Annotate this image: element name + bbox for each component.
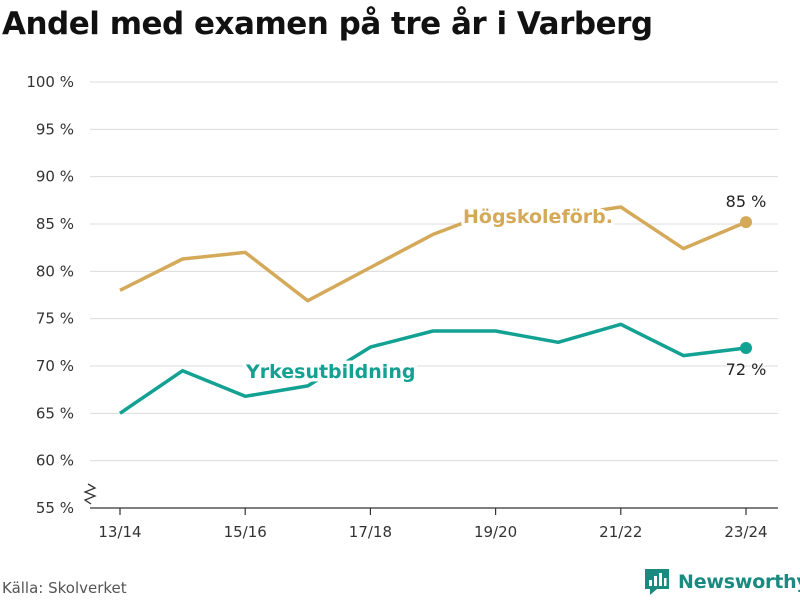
y-tick-label: 55 %: [36, 499, 74, 517]
axis-break-icon: [83, 483, 97, 505]
x-tick-label: 13/14: [98, 523, 141, 541]
series: [119, 205, 752, 415]
newsworthy-logo-icon: [645, 569, 669, 595]
source-note: Källa: Skolverket: [2, 579, 127, 597]
gridlines: [90, 81, 778, 462]
series-label-1: Yrkesutbildning: [245, 361, 415, 383]
series-line-0: [119, 205, 747, 303]
series-end-point-0: [740, 216, 752, 229]
brand-logo: Newsworthy: [644, 568, 800, 596]
end-value-label-1: 72 %: [726, 360, 767, 379]
y-tick-label: 60 %: [36, 452, 74, 470]
end-value-label-0: 85 %: [726, 192, 767, 211]
y-tick-label: 70 %: [36, 357, 74, 375]
x-tick-label: 19/20: [474, 523, 517, 541]
x-tick-label: 23/24: [724, 523, 767, 541]
x-tick-label: 17/18: [349, 523, 392, 541]
labels: Högskoleförb. Yrkesutbildning 85 % 72 %: [242, 192, 767, 386]
y-tick-label: 90 %: [36, 168, 74, 186]
series-line-1: [119, 322, 747, 415]
chart-title: Andel med examen på tre år i Varberg: [2, 6, 653, 42]
y-tick-label: 85 %: [36, 215, 74, 233]
y-tick-label: 65 %: [36, 404, 74, 422]
series-end-point-1: [740, 342, 752, 355]
y-tick-label: 75 %: [36, 310, 74, 328]
y-tick-label: 95 %: [36, 120, 74, 138]
series-label-0: Högskoleförb.: [463, 206, 613, 228]
brand-name: Newsworthy: [678, 571, 800, 593]
y-tick-label: 100 %: [26, 73, 74, 91]
x-tick-label: 15/16: [224, 523, 267, 541]
x-tick-label: 21/22: [599, 523, 642, 541]
y-tick-label: 80 %: [36, 262, 74, 280]
axes: 55 % 60 % 65 % 70 % 75 % 80 % 85 % 90 % 95 % 100 …: [26, 73, 778, 541]
